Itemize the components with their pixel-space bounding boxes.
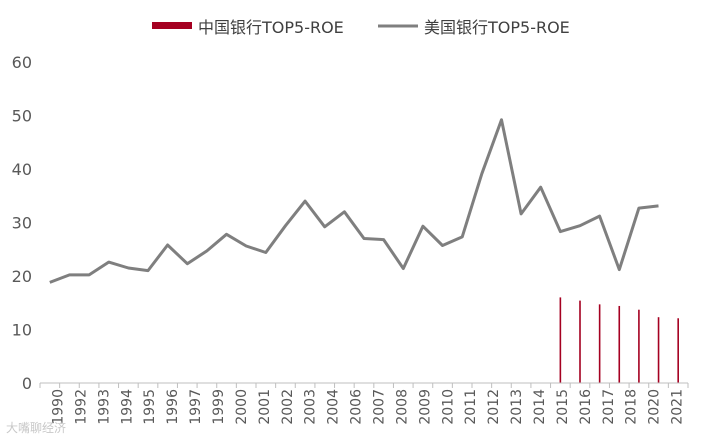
x-tick-label: 1999 [211, 389, 227, 425]
x-tick-label: 2012 [486, 389, 502, 425]
bar [598, 304, 601, 383]
x-tick-label: 2016 [578, 389, 594, 425]
x-tick-label: 1993 [96, 389, 112, 425]
x-tick-label: 1997 [188, 389, 204, 425]
x-tick-label: 2017 [601, 389, 617, 425]
x-tick-label: 2002 [280, 389, 296, 425]
x-tick-label: 1994 [119, 389, 135, 425]
bar [677, 318, 679, 383]
x-tick-label: 2014 [532, 389, 548, 425]
watermark: 大嘴聊经济 [6, 420, 66, 435]
y-tick-label: 20 [12, 267, 32, 286]
x-tick-label: 1990 [50, 389, 66, 425]
x-tick-label: 2008 [394, 389, 410, 425]
y-tick-label: 50 [12, 107, 32, 126]
bar [618, 305, 621, 383]
legend-swatch-china [152, 22, 192, 29]
line-series-us [49, 118, 659, 284]
x-tick-label: 2021 [670, 389, 686, 425]
y-tick-label: 30 [12, 214, 32, 233]
x-tick-label: 2006 [349, 389, 365, 425]
x-tick-label: 1995 [142, 389, 158, 425]
x-axis: 1990 1992 1993 1994 1995 1996 1997 1999 2000 2001… [39, 383, 689, 425]
legend: 中国银行TOP5-ROE 美国银行TOP5-ROE [152, 18, 570, 37]
x-tick-label: 1996 [165, 389, 181, 425]
x-tick-label: 2001 [257, 389, 273, 425]
y-tick-label: 0 [22, 374, 32, 393]
bar-series-china [559, 297, 679, 383]
x-tick-label: 2009 [417, 389, 433, 425]
bar [657, 317, 660, 383]
y-tick-label: 40 [12, 160, 32, 179]
x-tick-label: 2004 [326, 389, 342, 425]
bar [638, 309, 640, 383]
legend-label-china: 中国银行TOP5-ROE [198, 18, 344, 37]
x-tick-label: 2010 [440, 389, 456, 425]
x-tick-label: 2018 [624, 389, 640, 425]
x-tick-label: 2015 [555, 389, 571, 425]
series-line [49, 118, 659, 284]
x-tick-label: 1992 [73, 389, 89, 425]
x-tick-label: 2020 [647, 389, 663, 425]
bar [559, 297, 562, 383]
y-tick-label: 60 [12, 53, 32, 72]
x-tick-label: 2011 [463, 389, 479, 425]
y-axis: 0 10 20 30 40 50 60 [12, 53, 32, 393]
x-tick-label: 2003 [303, 389, 319, 425]
x-tick-label: 2000 [234, 389, 250, 425]
y-tick-label: 10 [12, 321, 32, 340]
x-tick-label: 2007 [371, 389, 387, 425]
bar [579, 300, 581, 383]
legend-label-us: 美国银行TOP5-ROE [424, 18, 570, 37]
x-tick-label: 2013 [509, 389, 525, 425]
